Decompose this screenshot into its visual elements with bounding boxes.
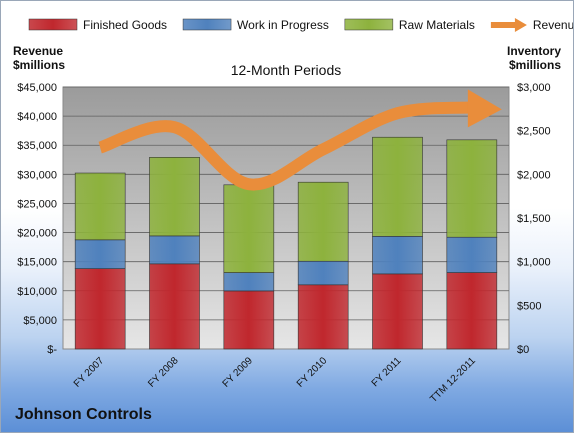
legend-label: Work in Progress (237, 18, 329, 32)
bar-segment (223, 272, 275, 292)
right-tick-label: $2,500 (517, 126, 551, 138)
right-tick-label: $3,000 (517, 82, 551, 94)
bar-segment (149, 235, 200, 265)
bar-segment (446, 139, 498, 238)
bar-segment (297, 181, 349, 262)
left-tick-label: $15,000 (17, 257, 57, 269)
left-tick-label: $10,000 (17, 286, 57, 298)
left-axis-title: $millions (13, 58, 65, 72)
company-name: Johnson Controls (15, 406, 152, 423)
right-axis-title: $millions (509, 58, 561, 72)
x-tick-label: FY 2010 (295, 355, 330, 390)
left-tick-label: $- (47, 344, 57, 356)
bar-segment (74, 268, 126, 350)
right-tick-label: $2,000 (517, 169, 551, 181)
bar-segment (297, 260, 349, 286)
legend-swatch-arrow (514, 18, 527, 32)
legend-swatch (28, 18, 78, 31)
bar-segment (446, 272, 498, 350)
right-axis-title: Inventory (507, 44, 561, 58)
bar-segment (149, 157, 200, 237)
left-tick-label: $45,000 (17, 82, 57, 94)
legend-swatch (182, 18, 232, 31)
bar-segment (446, 236, 498, 273)
bar-segment (297, 284, 349, 350)
bar-segment (149, 263, 200, 350)
legend-label: Finished Goods (83, 18, 167, 32)
legend-swatch (344, 18, 394, 31)
bar-segment (372, 273, 423, 350)
right-tick-label: $1,500 (517, 213, 551, 225)
left-tick-label: $20,000 (17, 228, 57, 240)
x-tick-label: TTM 12-2011 (428, 355, 478, 405)
left-tick-label: $35,000 (17, 140, 57, 152)
legend-label: Revenue (533, 18, 573, 32)
x-tick-label: FY 2007 (72, 355, 107, 390)
right-tick-label: $500 (517, 300, 541, 312)
plot-area (62, 86, 510, 350)
revenue-arrowhead (467, 89, 502, 128)
right-tick-label: $1,000 (517, 257, 551, 269)
left-tick-label: $5,000 (23, 315, 57, 327)
bar-segment (372, 136, 423, 237)
x-tick-label: FY 2009 (221, 355, 256, 390)
bar-segment (223, 290, 275, 350)
left-tick-label: $40,000 (17, 111, 57, 123)
left-tick-label: $30,000 (17, 169, 57, 181)
legend-label: Raw Materials (399, 18, 475, 32)
revenue-line (98, 101, 473, 191)
left-tick-label: $25,000 (17, 198, 57, 210)
bar-segment (223, 184, 275, 273)
left-axis-title: Revenue (13, 44, 63, 58)
right-tick-label: $0 (517, 344, 529, 356)
x-tick-label: FY 2011 (370, 355, 404, 389)
bar-segment (372, 236, 423, 275)
bar-segment (74, 239, 126, 269)
bar-segment (74, 172, 126, 241)
x-tick-label: FY 2008 (146, 355, 181, 390)
chart-subtitle: 12-Month Periods (231, 62, 342, 78)
